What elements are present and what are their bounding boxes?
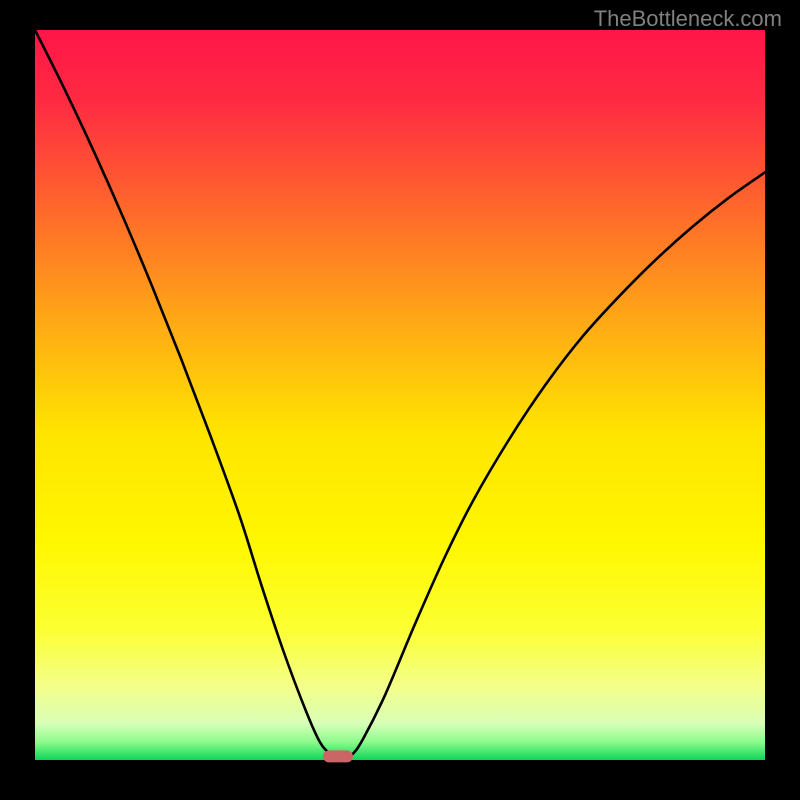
minimum-marker <box>323 750 353 762</box>
chart-container: TheBottleneck.com <box>0 0 800 800</box>
bottleneck-chart <box>0 0 800 800</box>
watermark-text: TheBottleneck.com <box>594 6 782 32</box>
plot-background <box>35 30 765 760</box>
